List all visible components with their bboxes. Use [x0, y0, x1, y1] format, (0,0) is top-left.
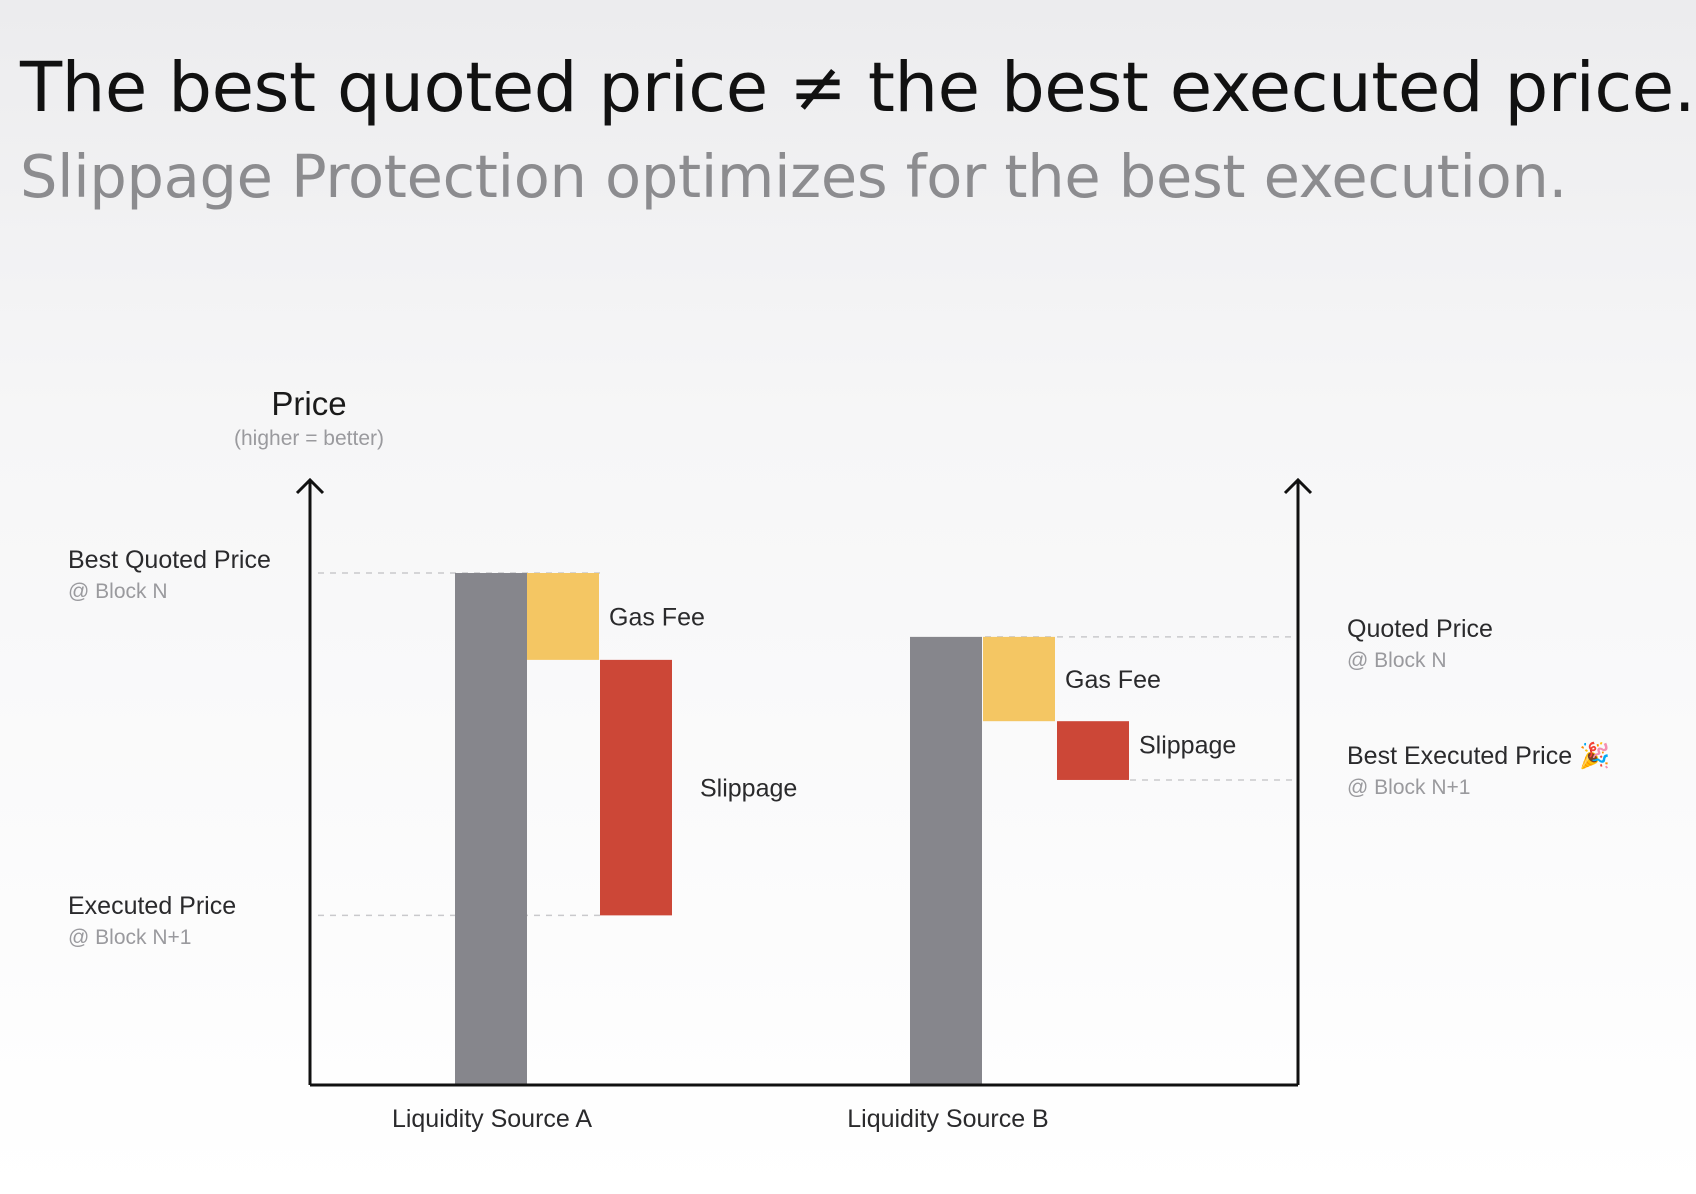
gas-fee-bar	[983, 636, 1055, 722]
left-axis-arrow-icon	[295, 477, 325, 495]
y-axis-subtitle: (higher = better)	[234, 427, 384, 450]
category-label: Liquidity Source B	[847, 1105, 1049, 1133]
quoted-price-bar	[910, 636, 982, 1085]
subheadline: Slippage Protection optimizes for the be…	[20, 142, 1567, 211]
reference-label-subtitle: @ Block N+1	[68, 926, 191, 949]
gas-fee-bar	[527, 573, 599, 660]
reference-label-subtitle: @ Block N	[1347, 649, 1447, 672]
reference-label-subtitle: @ Block N	[68, 580, 168, 603]
slippage-bar	[600, 659, 672, 916]
reference-label-title: Quoted Price	[1347, 615, 1493, 643]
headline: The best quoted price ≠ the best execute…	[20, 48, 1696, 128]
gas-fee-label: Gas Fee	[1065, 666, 1161, 694]
slippage-label: Slippage	[700, 775, 797, 803]
reference-label-subtitle: @ Block N+1	[1347, 776, 1470, 799]
right-axis-arrow-icon	[1283, 477, 1313, 495]
slippage-label: Slippage	[1139, 732, 1236, 760]
y-axis-title: Price	[271, 385, 346, 422]
gas-fee-label: Gas Fee	[609, 603, 705, 631]
slippage-bar	[1057, 721, 1129, 780]
reference-label-title: Executed Price	[68, 892, 236, 920]
reference-label-title: Best Executed Price 🎉	[1347, 741, 1610, 771]
category-label: Liquidity Source A	[392, 1105, 592, 1133]
quoted-price-bar	[455, 573, 527, 1085]
reference-label-title: Best Quoted Price	[68, 546, 271, 574]
